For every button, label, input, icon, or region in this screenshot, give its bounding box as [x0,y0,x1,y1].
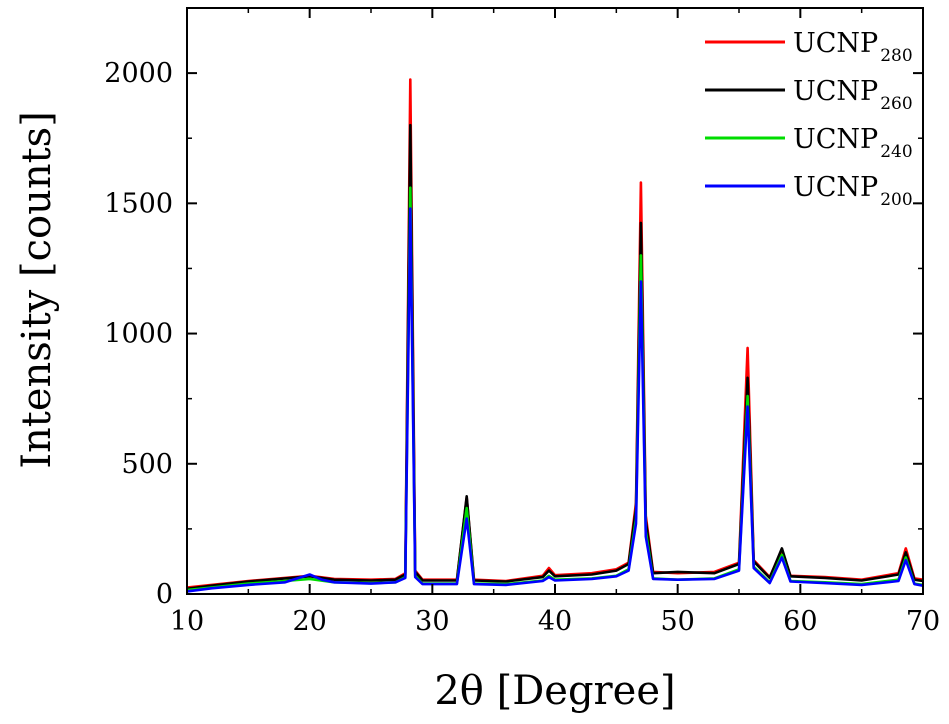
y-tick-label: 1000 [104,319,173,350]
series-line-280 [186,78,924,589]
legend-label-240: UCNP 240 [793,124,913,162]
legend-label-280: UCNP 280 [793,28,913,66]
y-tick-label: 0 [156,579,173,610]
series-line-200 [186,207,924,593]
legend-label-260: UCNP 260 [793,76,913,114]
series-layer [186,78,924,593]
x-tick-label: 10 [170,606,204,637]
x-tick-label: 40 [538,606,572,637]
x-tick-label: 60 [783,606,817,637]
x-tick-label: 30 [415,606,449,637]
y-axis-title: Intensity [counts] [14,111,60,469]
x-axis-title: 2θ [Degree] [434,668,675,714]
y-tick-label: 500 [121,449,173,480]
y-axis: 0 500 1000 1500 2000 [104,58,923,610]
legend-label-200: UCNP 200 [793,172,913,210]
x-tick-label: 70 [906,606,940,637]
x-axis: 10 20 30 40 50 60 70 [170,8,940,637]
y-tick-label: 2000 [104,58,173,89]
y-tick-label: 1500 [104,188,173,219]
legend: UCNP 280 UCNP 260 UCNP 240 UCNP 200 [705,28,913,210]
series-line-260 [186,123,924,591]
x-tick-label: 20 [292,606,326,637]
x-tick-label: 50 [660,606,694,637]
series-line-240 [186,186,924,592]
